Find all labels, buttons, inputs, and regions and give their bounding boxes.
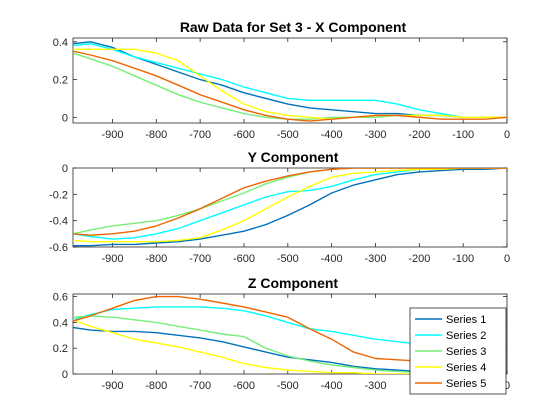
x-tick-label: -100	[452, 253, 474, 265]
x-tick-label: -600	[233, 380, 255, 392]
series-group	[73, 41, 507, 122]
x-tick-label: 0	[504, 380, 510, 392]
series-3-line	[73, 315, 420, 374]
y-tick-label: -0.6	[49, 242, 68, 254]
series-4-line	[73, 168, 507, 243]
series-5-line	[73, 168, 507, 236]
subplot-title: Raw Data for Set 3 - X Component	[180, 19, 407, 35]
series-4-line	[73, 319, 420, 374]
x-tick-label: 0	[504, 129, 510, 141]
series-1-line	[73, 326, 420, 373]
x-tick-label: -300	[364, 253, 386, 265]
series-1-line	[73, 168, 507, 247]
legend-label-series-5: Series 5	[446, 378, 486, 390]
x-tick-label: -200	[408, 129, 430, 141]
x-tick-label: -400	[321, 380, 343, 392]
subplot-z-component: Z Component -900 -800 -700 -600 -500 -400 -300 0…	[53, 275, 510, 395]
x-tick-label: -900	[101, 129, 123, 141]
x-tick-label: -600	[233, 129, 255, 141]
plot-area	[72, 37, 508, 124]
x-tick-label: -100	[452, 129, 474, 141]
subplot-x-component: Raw Data for Set 3 - X Component -900 -800…	[53, 19, 510, 141]
x-tick-label: -700	[189, 253, 211, 265]
y-tick-label: 0.6	[53, 292, 68, 304]
y-tick-label: 0.4	[53, 37, 68, 49]
x-tick-label: -300	[364, 380, 386, 392]
x-tick-label: -500	[277, 380, 299, 392]
y-tick-label: 0.2	[53, 343, 68, 355]
legend-label-series-2: Series 2	[446, 330, 486, 342]
x-tick-label: -600	[233, 253, 255, 265]
x-tick-label: 0	[504, 253, 510, 265]
x-tick-label: -200	[408, 253, 430, 265]
series-2-line	[73, 43, 507, 119]
plot-area	[72, 167, 508, 248]
subplot-title: Y Component	[248, 149, 339, 165]
subplot-title: Z Component	[248, 275, 339, 291]
series-2-line	[73, 306, 420, 345]
legend: Series 1 Series 2 Series 3 Series 4 Series 5	[409, 307, 507, 395]
x-tick-label: -500	[277, 253, 299, 265]
x-tick-label: -300	[364, 129, 386, 141]
y-tick-label: -0.2	[49, 189, 68, 201]
legend-label-series-3: Series 3	[446, 346, 486, 358]
x-tick-label: -800	[145, 380, 167, 392]
series-5-line	[73, 295, 420, 362]
x-tick-label: -700	[189, 129, 211, 141]
x-tick-label: -800	[145, 129, 167, 141]
y-tick-label: 0	[62, 112, 68, 124]
x-tick-label: -700	[189, 380, 211, 392]
series-group	[73, 295, 420, 374]
x-tick-label: -800	[145, 253, 167, 265]
x-tick-label: -500	[277, 129, 299, 141]
x-tick-label: -900	[101, 380, 123, 392]
y-tick-label: -0.4	[49, 216, 68, 228]
series-3-line	[73, 168, 507, 235]
series-4-line	[73, 48, 507, 120]
legend-label-series-4: Series 4	[446, 362, 486, 374]
x-tick-label: -400	[321, 253, 343, 265]
y-tick-label: 0.2	[53, 75, 68, 87]
x-tick-label: -400	[321, 129, 343, 141]
series-5-line	[73, 50, 507, 122]
x-tick-label: -900	[101, 253, 123, 265]
series-group	[73, 168, 507, 247]
subplot-y-component: Y Component -900 -800 -700 -600 -500 -400 -300 -…	[49, 149, 510, 265]
y-tick-label: 0	[62, 163, 68, 175]
y-tick-label: 0.4	[53, 317, 68, 329]
legend-label-series-1: Series 1	[446, 314, 486, 326]
y-tick-label: 0	[62, 369, 68, 381]
